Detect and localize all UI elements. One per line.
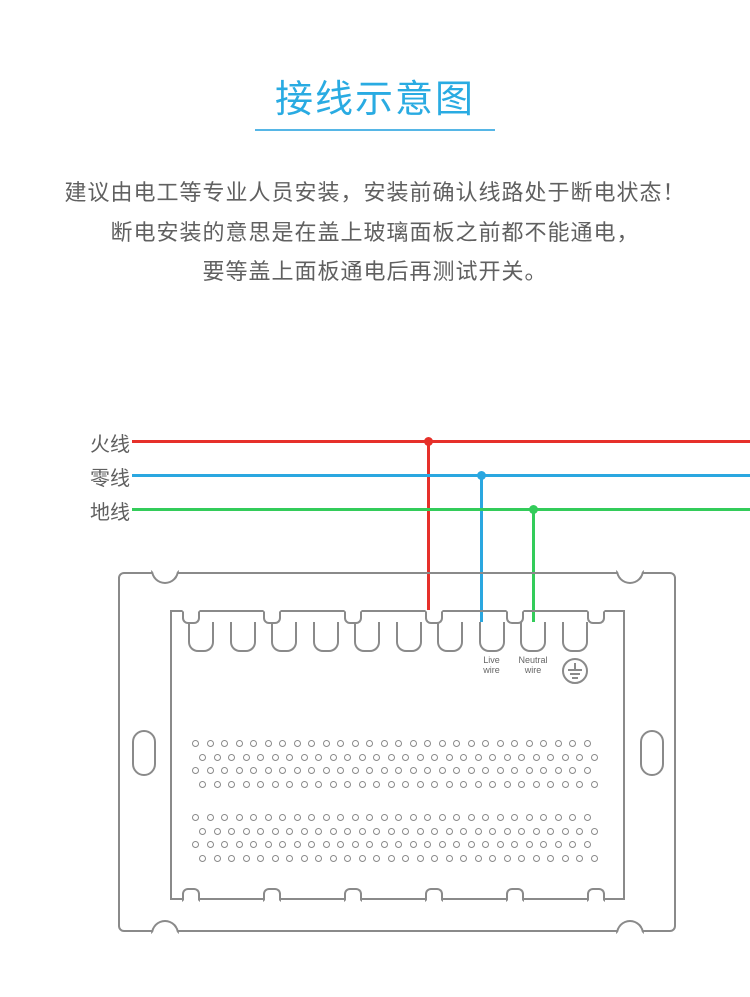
wire-label: 地线	[70, 496, 130, 525]
terminal	[396, 622, 422, 652]
inner-notch-bottom	[587, 888, 605, 902]
vent-dot-field	[192, 740, 598, 794]
wire-horizontal	[132, 508, 750, 511]
screw-hole	[640, 730, 664, 776]
wire-junction	[477, 471, 486, 480]
terminal	[271, 622, 297, 652]
terminal	[437, 622, 463, 652]
desc-line: 建议由电工等专业人员安装，安装前确认线路处于断电状态！	[0, 173, 750, 213]
terminal	[313, 622, 339, 652]
page-title: 接线示意图	[0, 0, 750, 131]
title-text: 接线示意图	[275, 79, 475, 121]
title-underline	[255, 129, 495, 131]
wire-junction	[529, 505, 538, 514]
ground-icon	[562, 658, 588, 684]
desc-line: 要等盖上面板通电后再测试开关。	[0, 252, 750, 292]
inner-notch-bottom	[344, 888, 362, 902]
vent-dot-field	[192, 814, 598, 868]
desc-line: 断电安装的意思是在盖上玻璃面板之前都不能通电，	[0, 213, 750, 253]
inner-notch-bottom	[425, 888, 443, 902]
wire-label: 零线	[70, 462, 130, 491]
terminal	[230, 622, 256, 652]
terminal	[520, 622, 546, 652]
terminal	[562, 622, 588, 652]
terminal	[479, 622, 505, 652]
terminal-label: Neutralwire	[513, 656, 553, 676]
inner-notch-bottom	[506, 888, 524, 902]
inner-notch-top	[587, 610, 605, 624]
terminal-label: Livewire	[472, 656, 512, 676]
screw-hole	[132, 730, 156, 776]
wire-junction	[424, 437, 433, 446]
terminal	[188, 622, 214, 652]
wire-horizontal	[132, 440, 750, 443]
inner-notch-bottom	[263, 888, 281, 902]
wire-horizontal	[132, 474, 750, 477]
wiring-diagram: 火线零线地线 LivewireNeutralwire	[0, 430, 750, 990]
inner-notch-bottom	[182, 888, 200, 902]
wire-label: 火线	[70, 428, 130, 457]
terminal	[354, 622, 380, 652]
description-block: 建议由电工等专业人员安装，安装前确认线路处于断电状态！ 断电安装的意思是在盖上玻…	[0, 173, 750, 292]
